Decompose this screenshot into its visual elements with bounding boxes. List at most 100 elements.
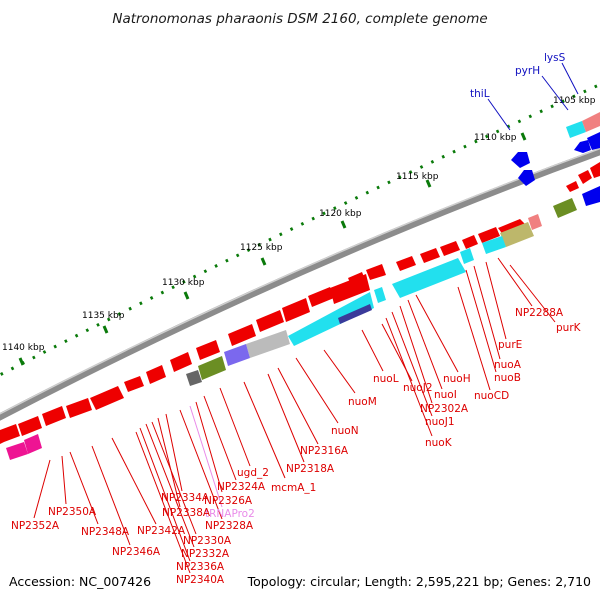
scale-labels: 1105 kbp 1110 kbp 1115 kbp 1120 kbp 1125… <box>2 96 596 353</box>
gene-nuoM[interactable] <box>288 292 374 346</box>
connector-purK <box>509 264 556 323</box>
gene-forward[interactable] <box>462 235 478 249</box>
gene-forward[interactable] <box>396 256 416 271</box>
gene-forward[interactable] <box>308 287 334 307</box>
scale-label: 1105 kbp <box>553 96 596 106</box>
gene-forward[interactable] <box>478 227 500 243</box>
gene-label-ugd_2[interactable]: ugd_2 <box>237 467 269 479</box>
gene-label-NP2348A[interactable]: NP2348A <box>81 526 130 538</box>
gene-label-NP2346A[interactable]: NP2346A <box>112 546 161 558</box>
gene-label-NP2332A[interactable]: NP2332A <box>181 548 230 560</box>
connector-NP2288A <box>497 257 533 307</box>
connector-NP2326A <box>195 401 223 493</box>
gene-forward[interactable] <box>224 344 250 366</box>
gene-label-nuoH[interactable]: nuoH <box>443 373 471 385</box>
gene-forward[interactable] <box>590 162 600 178</box>
gene-forward[interactable] <box>170 352 192 372</box>
gene-label-mcmA_1[interactable]: mcmA_1 <box>271 482 316 494</box>
gene-forward[interactable] <box>578 170 592 184</box>
gene-forward[interactable] <box>66 398 92 418</box>
connector-thiL <box>487 98 511 131</box>
gene-label-nuoL[interactable]: nuoL <box>373 373 399 385</box>
gene-nuoH[interactable] <box>392 258 466 298</box>
gene-forward[interactable] <box>246 330 290 358</box>
gene-label-purE[interactable]: purE <box>498 339 522 351</box>
connector-NP2302A <box>399 305 433 404</box>
gene-forward[interactable] <box>124 376 144 392</box>
gene-forward[interactable] <box>366 264 386 280</box>
gene-label-pyrH[interactable]: pyrH <box>515 65 540 77</box>
gene-label-NP2350A[interactable]: NP2350A <box>48 506 97 518</box>
gene-label-NP2326A[interactable]: NP2326A <box>204 495 253 507</box>
gene-label-nuoM[interactable]: nuoM <box>348 396 377 408</box>
gene-forward[interactable] <box>186 370 202 386</box>
gene-forward[interactable] <box>24 434 42 454</box>
scale-major-tick <box>183 291 190 300</box>
gene-thiL[interactable] <box>511 152 530 168</box>
gene-forward[interactable] <box>330 274 370 304</box>
gene-reverse[interactable] <box>587 132 600 150</box>
gene-forward[interactable] <box>553 198 577 218</box>
gene-forward[interactable] <box>528 214 542 230</box>
gene-label-NP2302A[interactable]: NP2302A <box>420 403 469 415</box>
gene-label-purK[interactable]: purK <box>556 322 582 334</box>
gene-label-NP2340A[interactable]: NP2340A <box>176 574 225 586</box>
gene-label-nuoI[interactable]: nuoI <box>434 389 457 401</box>
gene-forward[interactable] <box>500 222 534 247</box>
gene-reverse[interactable] <box>582 112 600 132</box>
gene-forward[interactable] <box>0 424 20 444</box>
gene-label-NP2342A[interactable]: NP2342A <box>137 525 186 537</box>
gene-label-nuoN[interactable]: nuoN <box>331 425 359 437</box>
gene-label-NP2316A[interactable]: NP2316A <box>300 445 349 457</box>
gene-forward[interactable] <box>420 248 440 263</box>
scale-ring <box>0 82 600 377</box>
scale-label: 1130 kbp <box>162 278 205 288</box>
gene-nuoL[interactable] <box>374 287 386 303</box>
scale-major-tick <box>520 132 527 141</box>
scale-label: 1140 kbp <box>2 343 45 353</box>
gene-label-NP2352A[interactable]: NP2352A <box>11 520 60 532</box>
gene-label-tRNAPro2[interactable]: tRNAPro2 <box>205 508 255 520</box>
gene-forward[interactable] <box>42 406 66 426</box>
gene-label-NP2338A[interactable]: NP2338A <box>162 507 211 519</box>
gene-label-NP2324A[interactable]: NP2324A <box>217 481 266 493</box>
scale-label: 1120 kbp <box>319 209 362 219</box>
connector-nuoH <box>415 294 459 373</box>
gene-label-nuoA[interactable]: nuoA <box>494 359 522 371</box>
gene-label-nuoJ2[interactable]: nuoJ2 <box>403 382 433 394</box>
gene-reverse[interactable] <box>566 121 586 138</box>
gene-label-NP2334A[interactable]: NP2334A <box>161 492 210 504</box>
gene-nuo-dark[interactable] <box>338 304 372 324</box>
gene-forward[interactable] <box>146 365 166 384</box>
connector-nuoB <box>465 269 497 373</box>
gene-forward[interactable] <box>228 324 256 346</box>
gene-forward[interactable] <box>440 241 460 256</box>
gene-forward[interactable] <box>6 442 28 460</box>
gene-forward[interactable] <box>198 356 226 380</box>
gene-label-nuoCD[interactable]: nuoCD <box>474 390 509 402</box>
gene-forward[interactable] <box>566 181 579 192</box>
genome-summary-text: Topology: circular; Length: 2,595,221 bp… <box>247 574 591 589</box>
gene-nuoA[interactable] <box>460 248 474 264</box>
gene-reverse[interactable] <box>518 170 535 186</box>
connector-nuoK <box>385 317 433 437</box>
gene-forward[interactable] <box>196 340 220 360</box>
gene-label-nuoJ1[interactable]: nuoJ1 <box>425 416 455 428</box>
gene-forward[interactable] <box>482 236 506 254</box>
gene-label-NP2330A[interactable]: NP2330A <box>183 535 232 547</box>
gene-forward[interactable] <box>282 298 310 322</box>
gene-label-thiL[interactable]: thiL <box>470 88 490 100</box>
gene-forward[interactable] <box>256 310 284 332</box>
gene-label-NP2336A[interactable]: NP2336A <box>176 561 225 573</box>
gene-forward[interactable] <box>18 416 42 436</box>
gene-label-NP2328A[interactable]: NP2328A <box>205 520 254 532</box>
gene-label-lysS[interactable]: lysS <box>544 52 566 64</box>
gene-label-NP2318A[interactable]: NP2318A <box>286 463 335 475</box>
gene-forward[interactable] <box>90 386 124 410</box>
gene-label-NP2288A[interactable]: NP2288A <box>515 307 564 319</box>
gene-label-nuoK[interactable]: nuoK <box>425 437 453 449</box>
gene-reverse[interactable] <box>574 140 591 153</box>
gene-label-nuoB[interactable]: nuoB <box>494 372 521 384</box>
gene-forward[interactable] <box>582 186 600 206</box>
connector-nuoI <box>407 299 443 390</box>
